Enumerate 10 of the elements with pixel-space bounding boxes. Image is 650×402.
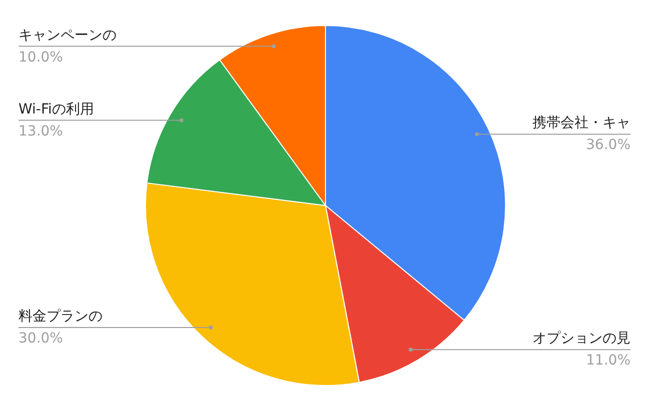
slice-label: オプションの見 (532, 330, 630, 347)
slice-label: 料金プランの (18, 308, 102, 325)
data-label: 11.0% (586, 352, 631, 369)
data-label: 13.0% (18, 123, 63, 140)
slice-label: キャンペーンの (18, 27, 116, 44)
slice-label: 携帯会社・キャ (532, 115, 630, 132)
data-label: 30.0% (18, 330, 63, 347)
data-label: 10.0% (18, 49, 63, 66)
data-label: 36.0% (586, 137, 631, 154)
slice-label: Wi-Fiの利用 (18, 101, 94, 118)
